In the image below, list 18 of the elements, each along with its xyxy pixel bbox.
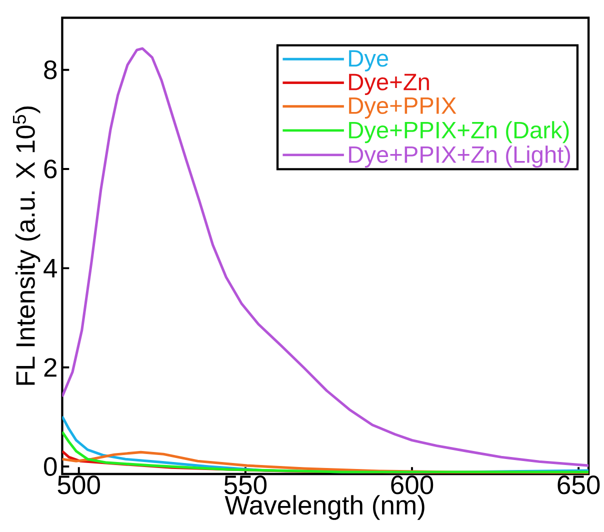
y-tick-label: 0: [44, 457, 57, 476]
x-tick-label: 500: [58, 475, 100, 494]
x-tick-label: 650: [558, 475, 600, 494]
y-tick-label: 4: [44, 258, 57, 278]
x-tick-label: 550: [224, 475, 267, 494]
legend-label: Dye: [349, 50, 388, 72]
legend-label: Dye+Zn: [349, 74, 429, 95]
legend-label: Dye+PPIX+Zn (Light): [349, 146, 570, 168]
y-tick-label: 6: [44, 159, 57, 178]
legend-label: Dye+PPIX+Zn (Dark): [349, 121, 569, 144]
legend-label: Dye+PPIX: [349, 97, 456, 119]
line-series: [62, 430, 589, 474]
y-tick-label: 8: [44, 60, 57, 80]
line-series: [62, 47, 589, 467]
y-tick-label: 2: [44, 358, 56, 377]
x-tick-label: 600: [391, 475, 434, 494]
y-axis-title: FL Intensity (a.u. X 10$^{5}$): [12, 106, 40, 385]
x-axis-title: Wavelength (nm): [224, 494, 424, 520]
